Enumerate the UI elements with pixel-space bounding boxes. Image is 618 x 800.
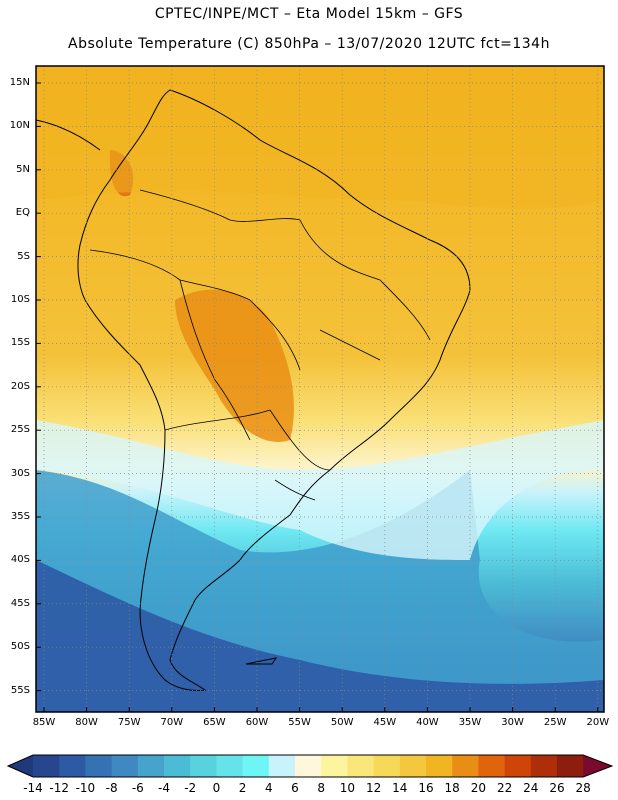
colorbar-label: -14	[23, 781, 43, 795]
lat-label: 50S	[10, 641, 30, 653]
lon-label: 70W	[160, 717, 184, 728]
lat-label: 5S	[17, 250, 30, 262]
colorbar-label: -2	[184, 781, 197, 795]
lat-label: 40S	[10, 554, 30, 566]
lat-label: EQ	[15, 207, 30, 219]
lon-label: 50W	[330, 717, 354, 728]
colorbar-swatch	[426, 755, 453, 777]
colorbar-label: -12	[49, 781, 69, 795]
lat-label: 55S	[10, 684, 30, 696]
colorbar-label: 2	[238, 781, 247, 795]
lat-label: 15N	[9, 77, 30, 88]
lon-label: 60W	[245, 717, 269, 728]
colorbar-swatch	[504, 755, 532, 777]
colorbar-label: 20	[470, 781, 487, 795]
lat-label: 15S	[10, 337, 30, 349]
colorbar-swatch	[59, 755, 86, 777]
colorbar-swatch	[164, 755, 191, 777]
colorbar-swatch	[295, 755, 322, 777]
lon-label: 20W	[586, 717, 610, 728]
colorbar-label: 26	[549, 781, 565, 795]
lat-label: 10N	[9, 120, 30, 132]
colorbar-label: 18	[444, 781, 460, 795]
colorbar-label: -10	[75, 781, 96, 795]
lat-label: 45S	[10, 597, 30, 609]
lat-label: 30S	[10, 467, 30, 479]
lon-label: 75W	[117, 717, 141, 728]
colorbar-swatch	[85, 755, 113, 777]
colorbar-swatch	[33, 755, 60, 777]
colorbar-label: 28	[575, 781, 591, 795]
graticule	[36, 66, 604, 712]
colorbar-swatch	[242, 755, 270, 777]
lon-label: 30W	[501, 717, 524, 728]
colorbar	[6, 754, 614, 778]
colorbar-over-arrow	[583, 755, 612, 777]
colorbar-swatch	[530, 755, 558, 777]
plot-frame	[35, 65, 605, 713]
lat-label: 5N	[16, 163, 30, 175]
colorbar-outline	[6, 754, 614, 778]
lon-label: 55W	[288, 717, 311, 728]
colorbar-swatch	[111, 755, 139, 777]
colorbar-label: 8	[317, 781, 325, 795]
colorbar-swatch	[373, 755, 401, 777]
lon-label: 85W	[32, 717, 56, 728]
temperature-field	[36, 66, 604, 712]
colorbar-swatch	[452, 755, 479, 777]
colorbar-label: 4	[264, 781, 273, 795]
colorbar-label: -6	[131, 781, 144, 795]
lon-label: 45W	[373, 717, 397, 728]
lat-label: 25S	[10, 424, 30, 436]
map-subtitle: Absolute Temperature (C) 850hPa – 13/07/…	[68, 36, 550, 52]
lon-label: 65W	[203, 717, 226, 728]
colorbar-swatch	[399, 755, 427, 777]
colorbar-swatch	[216, 755, 244, 777]
lon-label: 35W	[458, 717, 482, 728]
colorbar-label: 0	[212, 781, 221, 795]
colorbar-label: 22	[496, 781, 513, 795]
lon-label: 25W	[543, 717, 567, 728]
colorbar-label: 16	[418, 781, 434, 795]
lat-label: 20S	[10, 380, 30, 392]
coastline	[35, 89, 471, 691]
colorbar-label: 14	[392, 781, 408, 795]
lat-label: 35S	[10, 511, 30, 522]
map-title: CPTEC/INPE/MCT – Eta Model 15km – GFS	[154, 6, 464, 22]
axis-ticks	[36, 82, 599, 712]
colorbar-under-arrow	[8, 755, 33, 777]
colorbar-label: -4	[158, 781, 170, 795]
lon-label: 40W	[416, 717, 439, 728]
colorbar-swatch	[268, 755, 296, 777]
colorbar-swatch	[321, 755, 348, 777]
colorbar-swatch	[347, 755, 375, 777]
colorbar-label: 6	[291, 781, 299, 795]
colorbar-swatch	[190, 755, 217, 777]
colorbar-swatch	[137, 755, 165, 777]
colorbar-label: 12	[365, 781, 382, 795]
colorbar-label: 24	[523, 781, 539, 795]
lat-label: 10S	[10, 294, 30, 305]
colorbar-swatch	[557, 755, 584, 777]
colorbar-label: -8	[105, 781, 118, 795]
lon-label: 80W	[75, 717, 98, 728]
colorbar-swatch	[478, 755, 506, 777]
colorbar-label: 10	[339, 781, 356, 795]
